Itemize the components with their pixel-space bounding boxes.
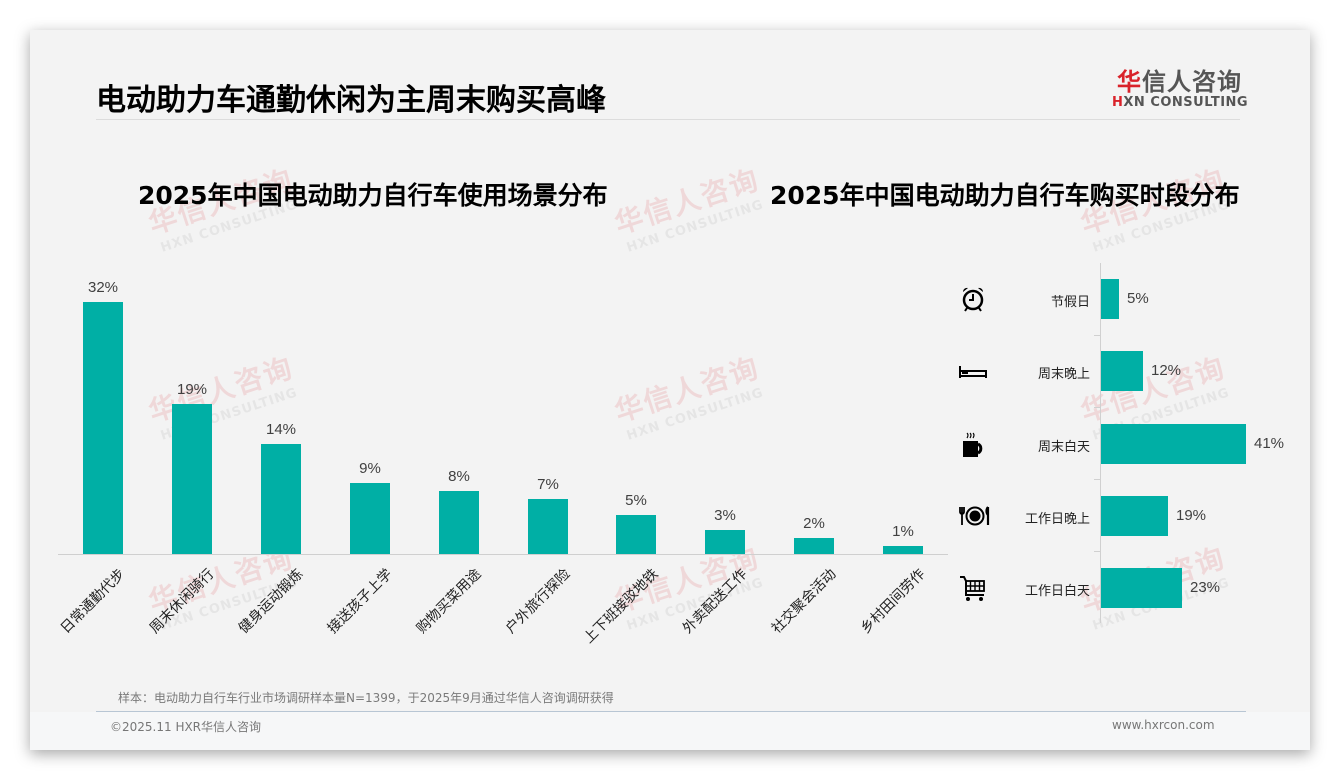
data-label: 19% [1176,507,1207,524]
category-label: 户外旅行探险 [502,566,574,637]
data-label: 5% [625,492,647,509]
category-label: 周末休闲骑行 [146,566,218,637]
category-label: 周末白天 [1037,440,1090,455]
shopping-cart-icon [958,573,988,603]
logo-en-rest: XN CONSULTING [1123,95,1249,110]
bed-icon [958,356,988,386]
data-label: 9% [359,460,381,477]
y-axis-line [1100,263,1101,623]
bar [1101,351,1143,391]
data-label: 1% [892,523,914,540]
bar [172,404,212,554]
bar [261,444,301,554]
bar [616,515,656,554]
category-label: 社交聚会活动 [768,566,840,637]
data-label: 32% [87,279,119,296]
data-label: 8% [448,468,470,485]
category-label: 购物买菜用途 [413,566,485,637]
category-label: 乡村田间劳作 [857,566,929,637]
bar [1101,568,1182,608]
category-label: 上下班接驳地铁 [580,566,662,647]
x-axis-line [58,554,948,555]
category-label: 节假日 [1050,295,1090,310]
alarm-clock-icon [958,284,988,314]
bar [1101,424,1246,464]
category-label: 健身运动锻炼 [235,566,307,637]
data-label: 3% [714,507,736,524]
axis-tick [1094,551,1100,552]
copyright: ©2025.11 HXR华信人咨询 [110,720,262,734]
left-chart-title: 2025年中国电动助力自行车使用场景分布 [138,181,608,210]
bar [794,538,834,554]
title-divider [96,119,1240,120]
axis-tick [1094,335,1100,336]
footer-band [30,712,1310,750]
bar [1101,496,1168,536]
axis-tick [1094,407,1100,408]
bar [1101,279,1119,319]
data-label: 14% [265,421,297,438]
data-label: 5% [1127,290,1149,307]
category-label: 工作日晚上 [1024,512,1090,527]
coffee-mug-icon [958,429,988,459]
category-label: 工作日白天 [1024,584,1090,599]
data-label: 19% [176,381,208,398]
data-label: 7% [537,476,559,493]
category-label: 周末晚上 [1037,367,1090,382]
bar [883,546,923,554]
logo-cn-red: 华 [1117,68,1142,96]
logo-cn-rest: 信人咨询 [1142,68,1242,96]
sample-note: 样本：电动助力自行车行业市场调研样本量N=1399，于2025年9月通过华信人咨… [118,691,614,705]
plate-cutlery-icon [958,501,990,531]
logo-en-prefix: H [1112,95,1124,110]
footer-divider [96,711,1246,712]
bar [83,302,123,554]
data-label: 23% [1190,579,1221,596]
data-label: 2% [803,515,825,532]
bar [439,491,479,554]
bar [705,530,745,554]
bar [350,483,390,554]
brand-logo: 华信人咨询 HXN CONSULTING [1112,62,1248,110]
website-link[interactable]: www.hxrcon.com [1112,718,1215,732]
category-label: 外卖配送工作 [679,566,751,637]
slide: 华信人咨询 HXN CONSULTING 华信人咨询 HXN CONSULTING … [30,30,1310,750]
bar [528,499,568,554]
data-label: 41% [1254,435,1285,452]
page-title: 电动助力车通勤休闲为主周末购买高峰 [96,83,606,118]
category-label: 日常通勤代步 [57,566,129,637]
axis-tick [1094,479,1100,480]
category-label: 接送孩子上学 [324,566,396,637]
right-chart-title: 2025年中国电动助力自行车购买时段分布 [770,181,1240,210]
data-label: 12% [1151,362,1182,379]
